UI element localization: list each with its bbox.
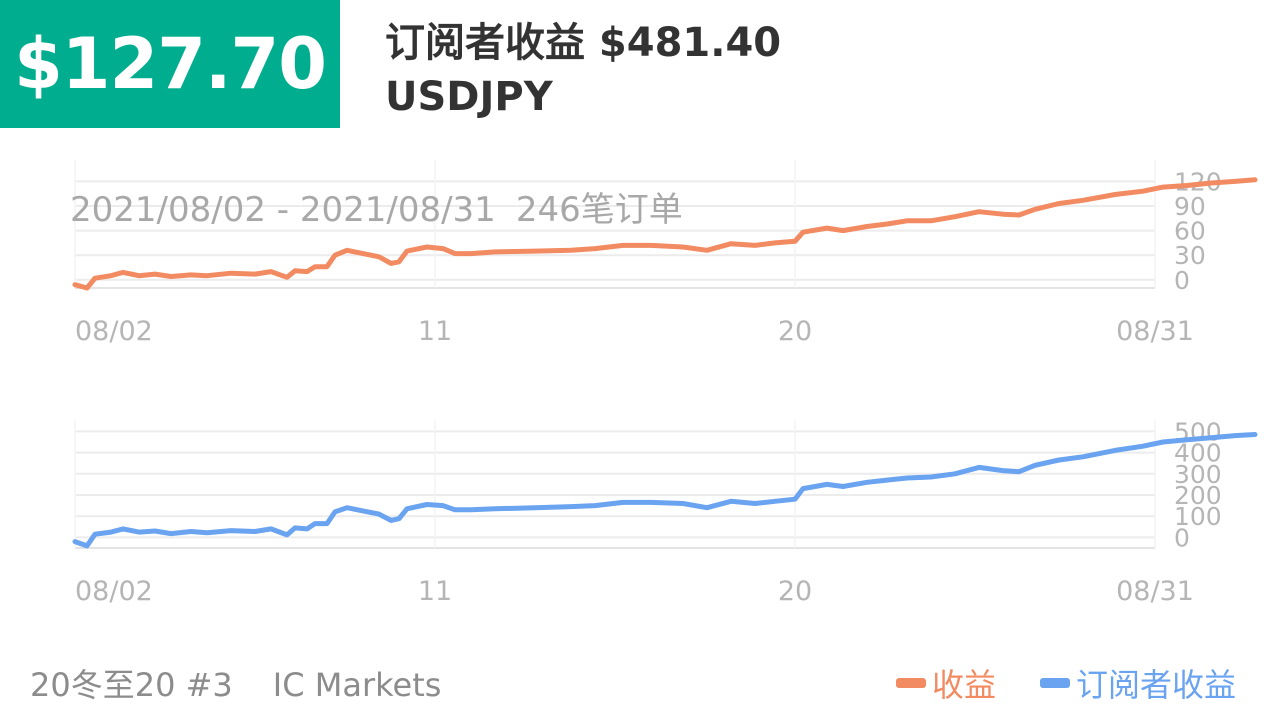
subscriber-profit-title: 订阅者收益 $481.40 (385, 20, 782, 66)
legend-swatch-subscriber-profit (1039, 678, 1070, 688)
series-line-0 (72, 177, 1258, 291)
symbol-label: USDJPY (385, 74, 553, 120)
legend: 收益 订阅者收益 (852, 660, 1236, 706)
y-tick-label-2: 60 (1174, 217, 1206, 246)
legend-item-subscriber-profit: 订阅者收益 (1039, 660, 1236, 706)
y-tick-label-4: 400 (1174, 439, 1222, 468)
legend-label-profit: 收益 (931, 666, 996, 704)
y-tick-label-2: 200 (1174, 481, 1222, 510)
strategy-name: 20冬至20 #3 (30, 666, 233, 704)
y-tick-label-3: 90 (1174, 192, 1206, 221)
x-tick-label-3: 08/31 (1116, 576, 1194, 607)
legend-item-profit: 收益 (895, 660, 996, 706)
x-tick-label-2: 20 (778, 316, 812, 347)
strategy-info: 20冬至20 #3 IC Markets (30, 660, 441, 706)
legend-label-subscriber-profit: 订阅者收益 (1075, 666, 1236, 704)
profit-value: $127.70 (14, 23, 327, 105)
x-tick-label-0: 08/02 (75, 576, 153, 607)
legend-swatch-profit (895, 678, 926, 688)
y-tick-label-0: 0 (1174, 523, 1190, 552)
series-line-0 (72, 432, 1258, 549)
profit-badge: $127.70 (0, 0, 340, 128)
y-tick-label-3: 300 (1174, 460, 1222, 489)
x-tick-label-0: 08/02 (75, 316, 153, 347)
x-tick-label-3: 08/31 (1116, 316, 1194, 347)
y-tick-label-1: 30 (1174, 241, 1206, 270)
profit-chart: 0 30 60 90 120 08/02 11 20 08/31 (0, 150, 1266, 350)
y-tick-label-1: 100 (1174, 502, 1222, 531)
date-range: 2021/08/02 - 2021/08/31 (70, 190, 496, 230)
x-tick-label-1: 11 (418, 576, 452, 607)
x-tick-label-1: 11 (418, 316, 452, 347)
order-count: 246笔订单 (515, 190, 683, 230)
x-tick-label-2: 20 (778, 576, 812, 607)
subscriber-profit-chart: 0 100 200 300 400 500 08/02 11 20 08/31 (0, 410, 1266, 610)
broker-name: IC Markets (272, 666, 442, 704)
date-range-summary: 2021/08/02 - 2021/08/31 246笔订单 (70, 182, 683, 231)
y-tick-label-0: 0 (1174, 266, 1190, 295)
